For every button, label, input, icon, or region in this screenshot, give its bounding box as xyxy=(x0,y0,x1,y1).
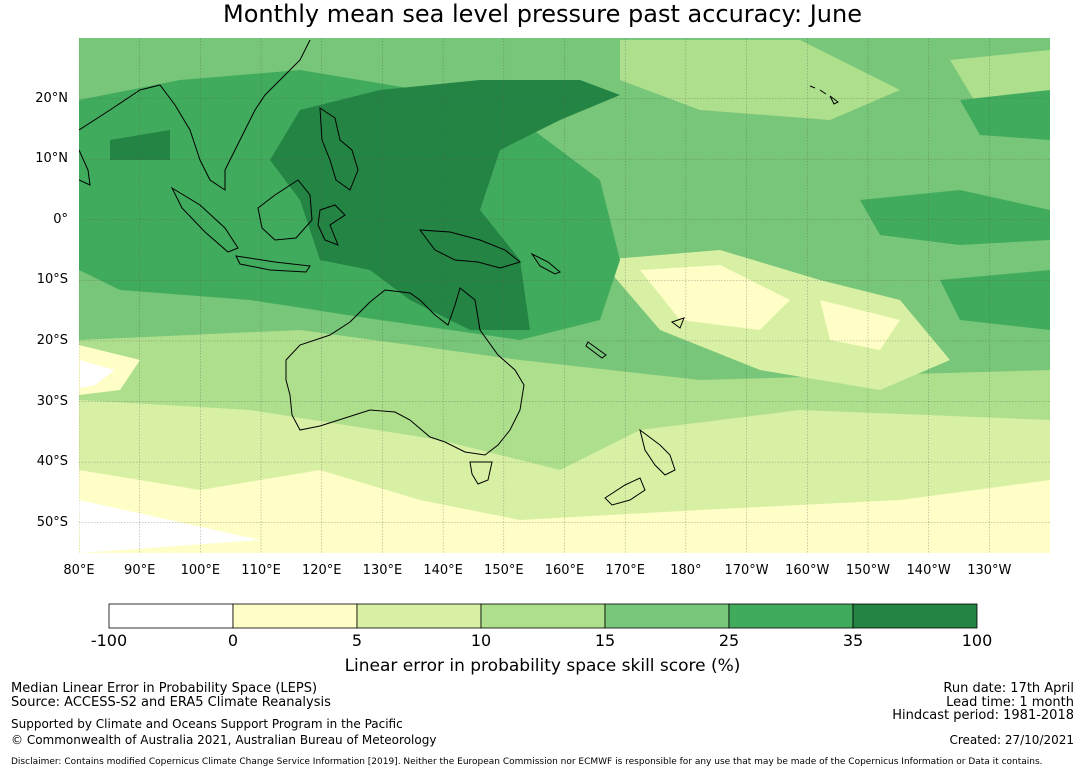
zone-35-100-core xyxy=(270,80,620,330)
longitude-label: 80°E xyxy=(63,563,95,578)
longitude-label: 120°E xyxy=(301,563,342,578)
latitude-label: 40°S xyxy=(36,454,68,470)
colorbar-segment xyxy=(108,603,234,629)
graticule xyxy=(79,38,1050,553)
longitude-label: 130°E xyxy=(362,563,403,578)
australia-coast xyxy=(285,287,525,456)
zone-negative-west xyxy=(80,360,115,388)
longitude-label: 180° xyxy=(670,563,702,578)
philippines-coast xyxy=(319,107,359,191)
colorbar-tick-label: 100 xyxy=(961,631,993,650)
footer-disclaimer: Disclaimer: Contains modified Copernicus… xyxy=(11,757,1043,767)
colorbar-segment xyxy=(356,603,482,629)
colorbar-tick-label: 35 xyxy=(842,631,864,650)
india-coast xyxy=(79,149,91,186)
longitude-label: 140°W xyxy=(906,563,951,578)
colorbar-tick-label: 0 xyxy=(227,631,239,650)
footer-support: Supported by Climate and Oceans Support … xyxy=(11,717,403,731)
sumatra-coast xyxy=(170,186,239,253)
footer-method: Median Linear Error in Probability Space… xyxy=(11,681,318,696)
latitude-label: 10°N xyxy=(35,151,68,167)
longitude-label: 150°E xyxy=(484,563,524,578)
footer-run-date: Run date: 17th April xyxy=(943,681,1074,696)
fiji-coast xyxy=(670,317,685,329)
zone-25-35-se xyxy=(940,270,1050,330)
sulawesi-coast xyxy=(317,204,346,246)
latitude-label: 30°S xyxy=(36,393,68,409)
colorbar-tick-label: 15 xyxy=(594,631,616,650)
coastlines xyxy=(79,39,839,506)
colorbar-segment xyxy=(852,603,978,629)
zone-0-5-south xyxy=(79,470,1050,553)
latitude-label: 50°S xyxy=(36,514,68,530)
colorbar-tick-label: 25 xyxy=(718,631,740,650)
zone-0-5-east xyxy=(640,265,790,330)
page-title: Monthly mean sea level pressure past acc… xyxy=(222,0,862,28)
longitude-label: 170°E xyxy=(605,563,645,578)
colorbar-segment xyxy=(232,603,358,629)
colorbar-tick-label: -100 xyxy=(90,631,128,650)
colorbar-segment xyxy=(604,603,730,629)
solomon-coast xyxy=(530,252,561,275)
longitude-label: 110°E xyxy=(241,563,281,578)
latitude-label: 10°S xyxy=(36,272,68,288)
colorbar-title: Linear error in probability space skill … xyxy=(344,656,741,676)
footer-created: Created: 27/10/2021 xyxy=(949,733,1074,747)
zone-35-100-west xyxy=(110,130,170,160)
longitude-label: 170°W xyxy=(724,563,769,578)
skill-field xyxy=(79,38,1050,553)
longitude-label: 150°W xyxy=(845,563,891,578)
colorbar-segment xyxy=(728,603,854,629)
borneo-coast xyxy=(257,179,313,241)
colorbar-segment xyxy=(480,603,606,629)
colorbar xyxy=(108,603,978,629)
longitude-label: 100°E xyxy=(180,563,221,578)
longitude-label: 140°E xyxy=(423,563,463,578)
footer-copyright: © Commonwealth of Australia 2021, Austra… xyxy=(11,733,437,747)
latitude-label: 0° xyxy=(53,211,68,227)
zone-negative-sw xyxy=(79,500,260,553)
new-caledonia-coast xyxy=(585,341,607,359)
latitude-label: 20°S xyxy=(36,332,68,348)
zone-25-35-east xyxy=(860,190,1050,245)
zone-10-15-north xyxy=(620,40,900,120)
latitude-label: 20°N xyxy=(35,90,68,106)
longitude-label: 160°E xyxy=(544,563,585,578)
new-zealand-south xyxy=(604,477,646,506)
colorbar-tick-label: 5 xyxy=(351,631,363,650)
hawaii-coast xyxy=(809,85,839,105)
java-coast xyxy=(235,255,311,273)
asia-coast xyxy=(79,39,311,191)
new-zealand-north xyxy=(639,428,676,476)
longitude-label: 90°E xyxy=(124,563,156,578)
footer-hindcast: Hindcast period: 1981-2018 xyxy=(892,708,1074,723)
zone-25-35-ne xyxy=(960,90,1050,140)
colorbar-tick-label: 10 xyxy=(470,631,492,650)
new-guinea-coast xyxy=(418,229,522,269)
longitude-label: 160°W xyxy=(785,563,830,578)
tasmania-coast xyxy=(469,461,493,485)
footer-source: Source: ACCESS-S2 and ERA5 Climate Reana… xyxy=(11,695,331,710)
footer-lead-time: Lead time: 1 month xyxy=(946,695,1074,710)
zone-0-5-east2 xyxy=(820,300,900,350)
longitude-label: 130°W xyxy=(967,563,1012,578)
